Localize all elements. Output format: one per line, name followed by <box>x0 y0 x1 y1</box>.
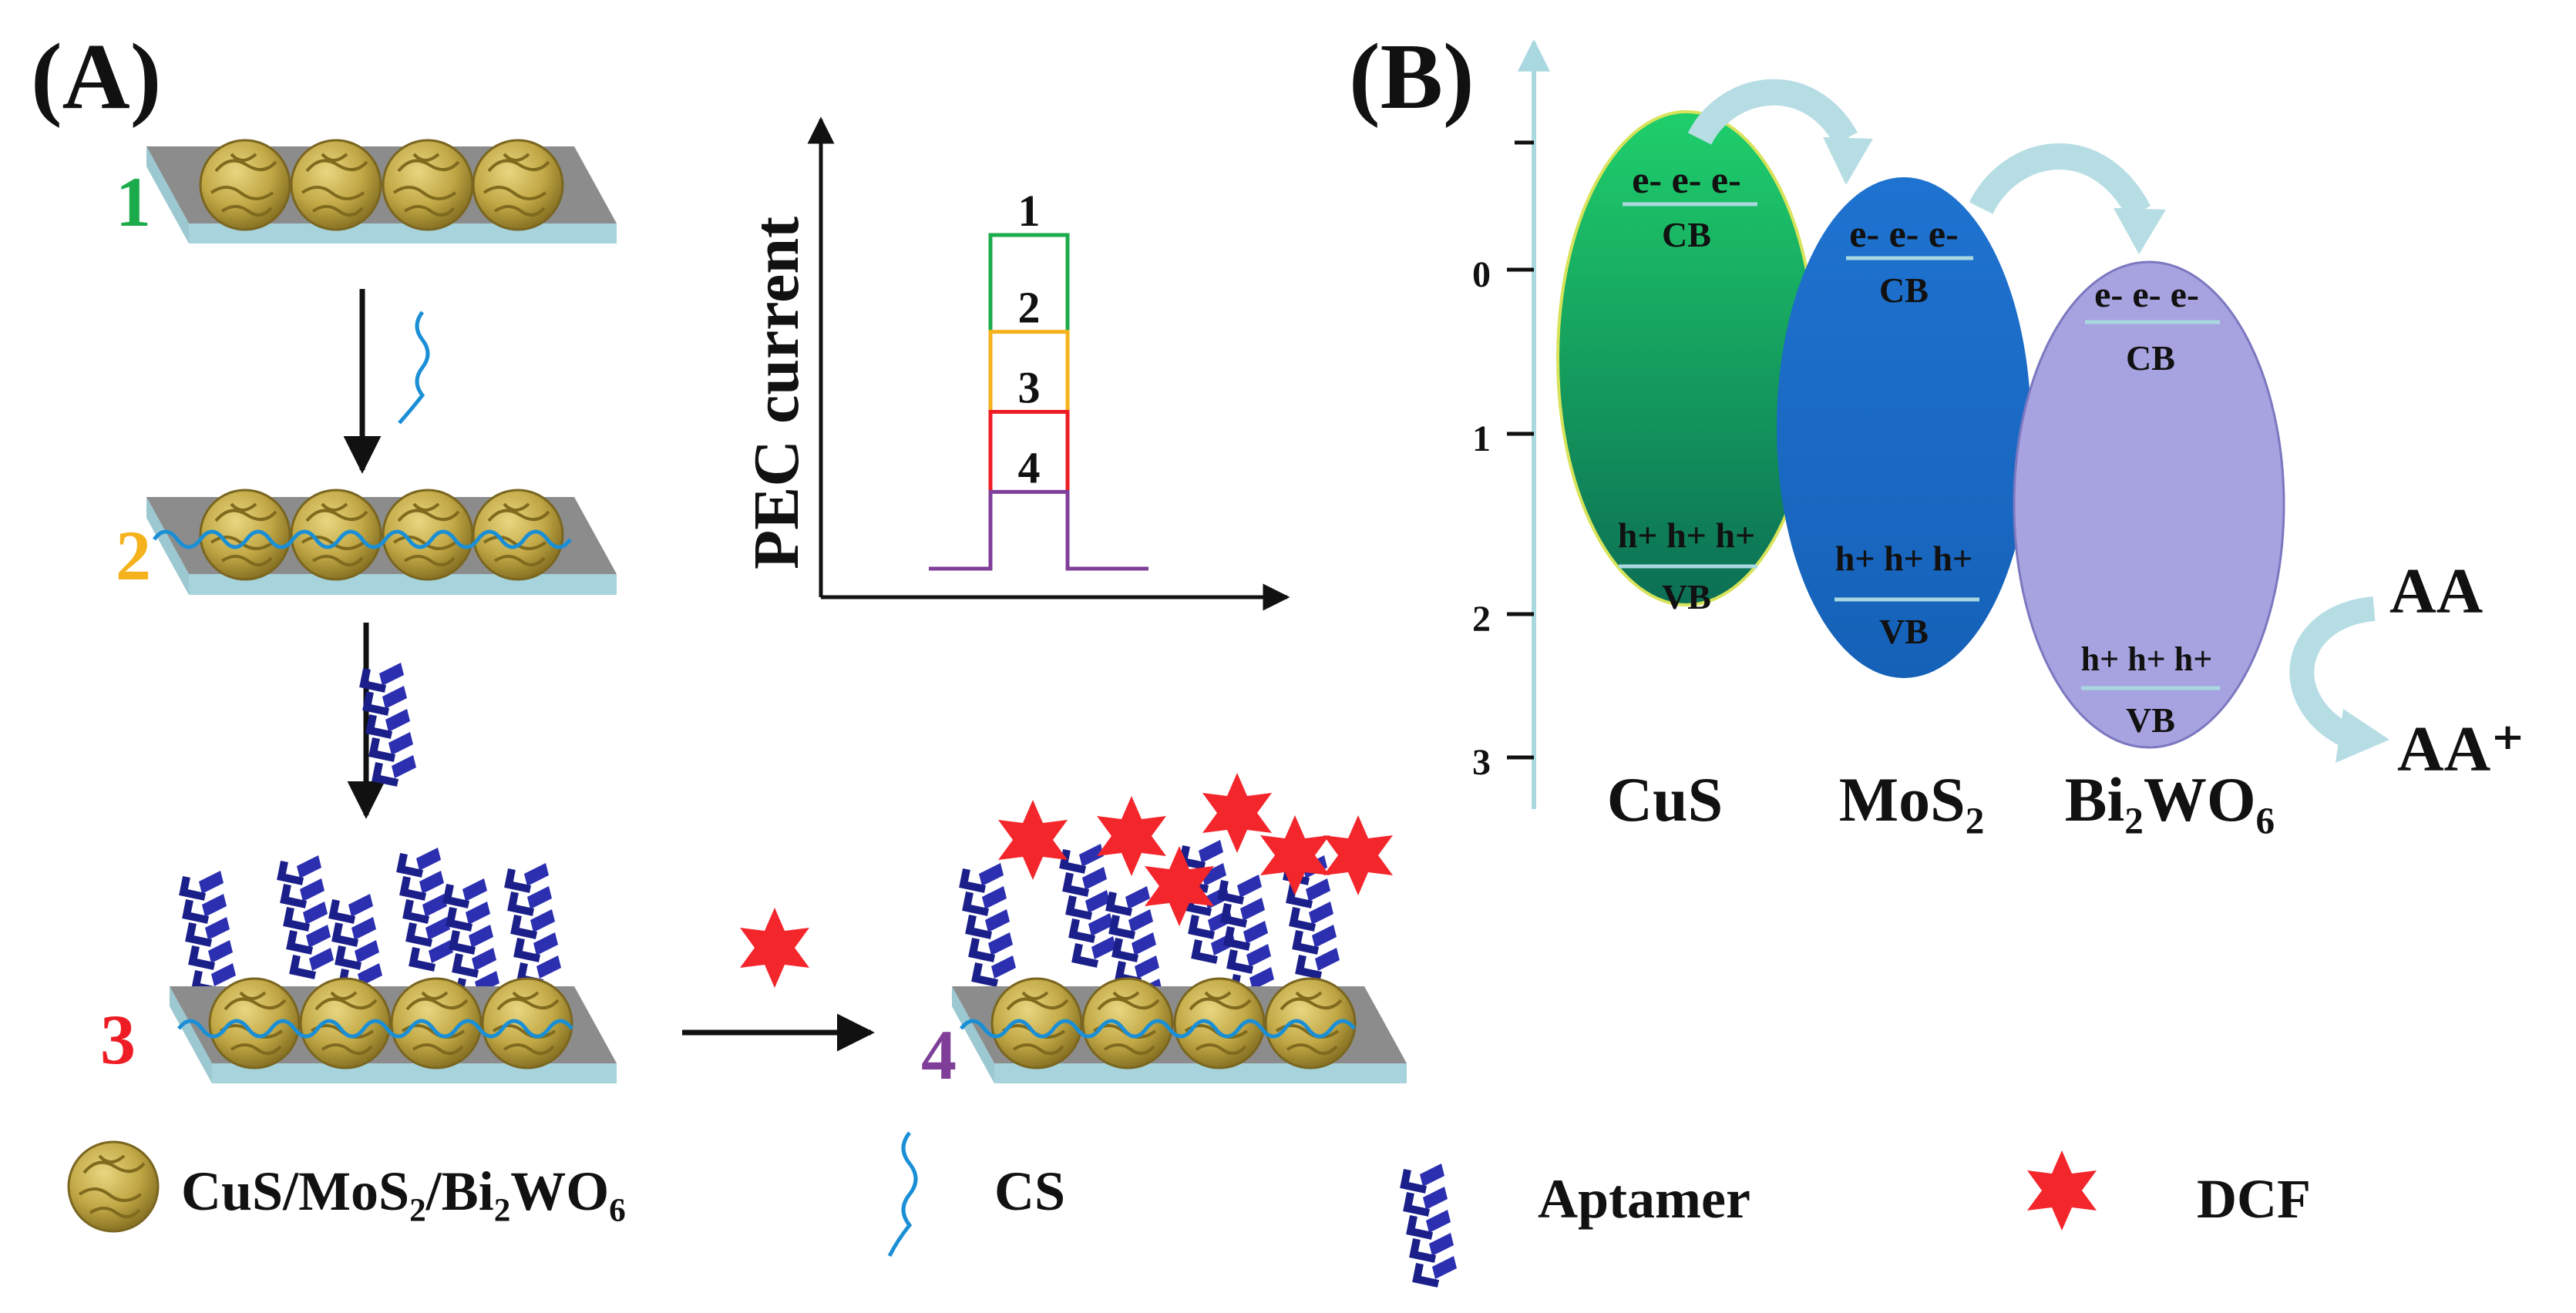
axis-tick-3: 3 <box>1472 742 1491 783</box>
legend-composite-label: CuS/MoS₂/Bi₂WO₆ <box>181 1160 626 1222</box>
pec-y-label: PEC current <box>741 217 812 569</box>
bi2wo6-vb-label: VB <box>2126 700 2175 740</box>
mos2-holes: h+ h+ h+ <box>1835 539 1972 578</box>
electron-transfer-arrows <box>1687 79 2389 763</box>
axis-tick-0: 0 <box>1472 254 1491 295</box>
material-name-bi2wo6: Bi₂WO₆ <box>2065 764 2275 834</box>
legend-cs-icon <box>887 1131 918 1258</box>
substrate-step-1 <box>146 139 617 243</box>
cus-cb-label: CB <box>1662 215 1711 254</box>
material-name-mos2: MoS₂ <box>1839 764 1985 834</box>
legend-aptamer-label: Aptamer <box>1538 1168 1750 1230</box>
substrate-step-2 <box>146 489 617 595</box>
mos2-band: e- e- e- CB h+ h+ h+ VB <box>1777 177 2031 678</box>
step-label-2: 2 <box>116 516 151 595</box>
dcf-icon <box>740 908 809 988</box>
substrate-step-4 <box>952 773 1407 1083</box>
substrate-step-3 <box>170 848 617 1083</box>
axis-tick-2: 2 <box>1472 599 1491 640</box>
cs-strand-icon <box>398 311 430 425</box>
cus-electrons: e- e- e- <box>1632 158 1741 201</box>
pec-curve-label-2: 2 <box>1018 283 1041 333</box>
legend-aptamer-icon <box>1404 1164 1457 1284</box>
legend-cs-label: CS <box>994 1160 1065 1222</box>
step-label-1: 1 <box>116 163 151 241</box>
bi2wo6-holes: h+ h+ h+ <box>2081 640 2213 678</box>
nanoparticle <box>382 139 474 231</box>
nanoparticle <box>472 139 564 231</box>
panel-b-label: (B) <box>1349 25 1475 129</box>
nanoparticle <box>290 139 382 231</box>
cus-band: e- e- e- CB h+ h+ h+ VB <box>1556 110 1817 616</box>
mos2-electrons: e- e- e- <box>1849 212 1959 255</box>
energy-axis: 0 1 2 3 <box>1472 39 1550 809</box>
aptamer-icon <box>364 663 416 783</box>
step-label-3: 3 <box>100 1000 136 1079</box>
panel-a-label: (A) <box>31 25 161 129</box>
pec-curve-label-3: 3 <box>1018 362 1041 412</box>
material-name-cus: CuS <box>1607 764 1723 834</box>
pec-curve-4 <box>929 489 1148 571</box>
pec-curves: 1 2 3 4 <box>929 186 1148 571</box>
pec-curve-label-4: 4 <box>1018 442 1041 492</box>
axis-tick-1: 1 <box>1472 418 1491 459</box>
legend-dcf-icon <box>2027 1150 2097 1231</box>
legend-dcf-label: DCF <box>2197 1168 2311 1230</box>
cus-holes: h+ h+ h+ <box>1618 515 1755 555</box>
bi2wo6-cb-label: CB <box>2126 338 2175 378</box>
bi2wo6-band: e- e- e- CB h+ h+ h+ VB <box>2013 260 2285 749</box>
cus-vb-label: VB <box>1662 577 1711 616</box>
nanoparticle <box>199 139 291 231</box>
donor-oxidized-label: AA⁺ <box>2397 714 2525 785</box>
pec-curve-label-1: 1 <box>1018 186 1041 236</box>
mos2-cb-label: CB <box>1879 270 1929 310</box>
donor-label: AA <box>2389 556 2484 627</box>
legend: CuS/MoS₂/Bi₂WO₆ CS Aptamer DCF <box>67 1131 2311 1284</box>
step-label-4: 4 <box>921 1016 957 1094</box>
legend-nanoparticle-icon <box>67 1140 160 1233</box>
bi2wo6-electrons: e- e- e- <box>2094 274 2199 315</box>
pec-graph: PEC current 1 2 3 4 <box>741 116 1290 611</box>
mos2-vb-label: VB <box>1879 612 1929 651</box>
